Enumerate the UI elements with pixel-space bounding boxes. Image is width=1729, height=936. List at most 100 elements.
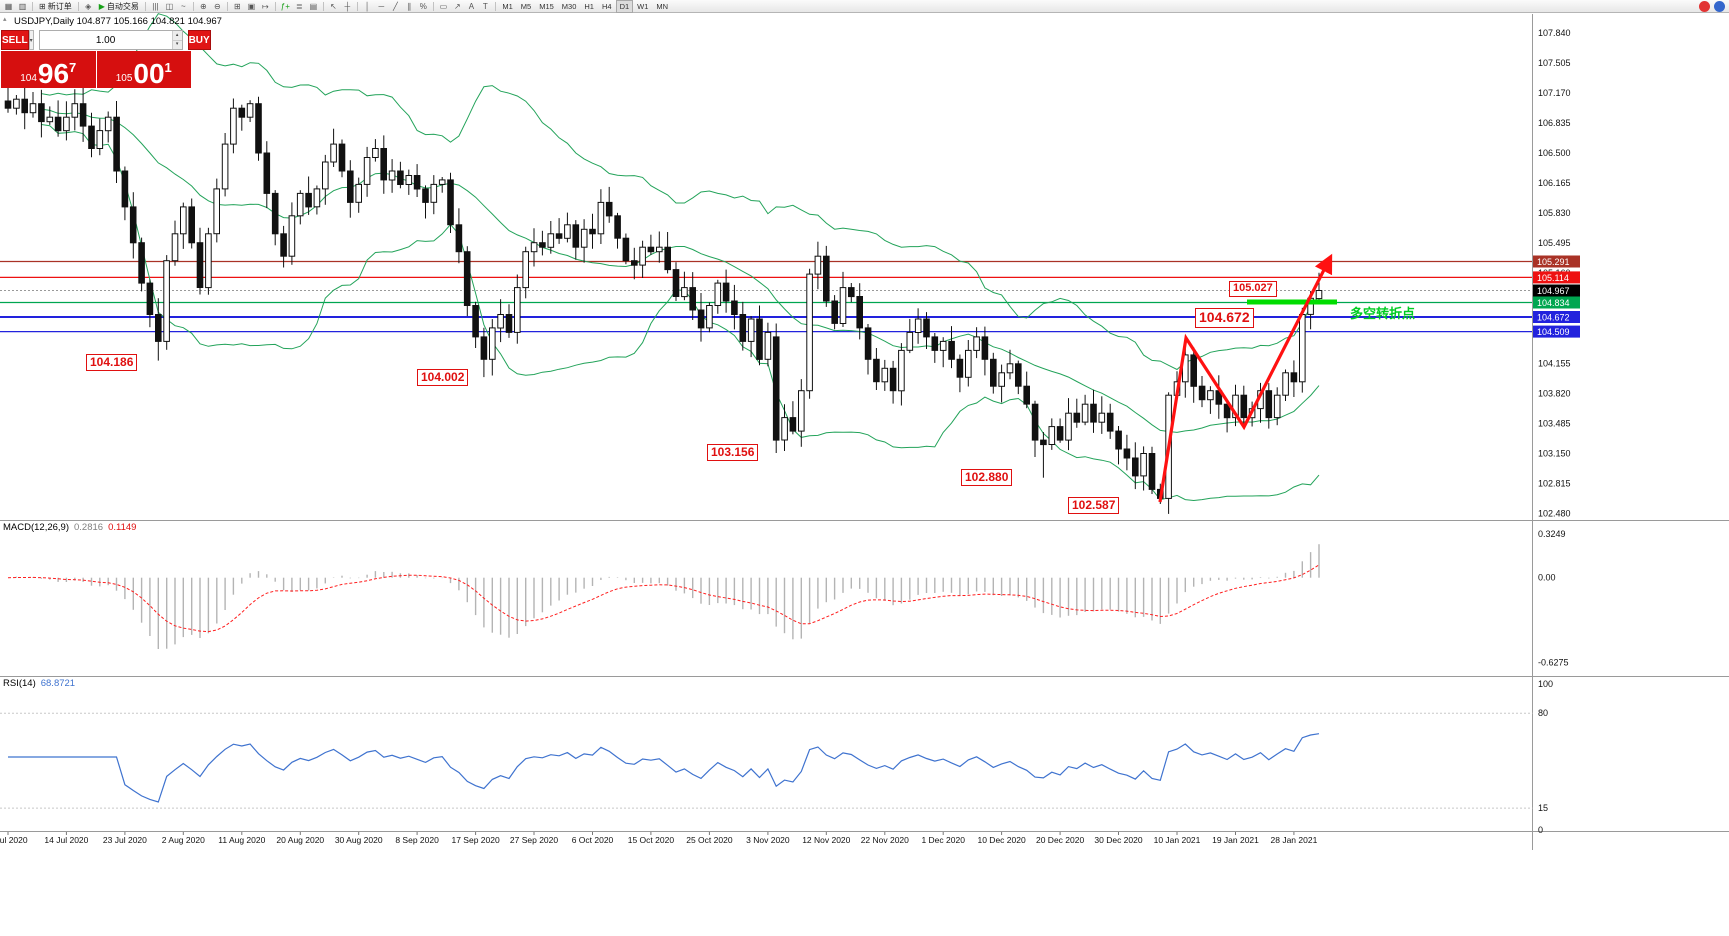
trendline-icon[interactable]: ╱: [389, 1, 402, 12]
svg-text:104.834: 104.834: [1537, 298, 1570, 308]
svg-text:7 Jul 2020: 7 Jul 2020: [0, 835, 28, 845]
price-label-102-880[interactable]: 102.880: [961, 469, 1013, 486]
svg-text:1 Dec 2020: 1 Dec 2020: [921, 835, 965, 845]
svg-text:107.840: 107.840: [1538, 28, 1571, 38]
arrow-tool-icon[interactable]: ↗: [451, 1, 464, 12]
expert-advisors-icon[interactable]: ◈: [82, 1, 95, 12]
zoom-in-icon[interactable]: ⊕: [197, 1, 210, 12]
timeframe-m15-button[interactable]: M15: [539, 1, 554, 11]
volume-down-button[interactable]: ▾: [172, 40, 182, 49]
svg-text:3 Nov 2020: 3 Nov 2020: [746, 835, 790, 845]
timeframe-mn-button[interactable]: MN: [656, 1, 669, 11]
one-click-trading-panel: SELL ▾ ▴ ▾ BUY 104 96 7 105 00 1: [1, 30, 211, 88]
svg-text:30 Dec 2020: 30 Dec 2020: [1094, 835, 1142, 845]
timeframe-h4-button[interactable]: H4: [601, 1, 612, 11]
rsi-label: RSI(14) 68.8721: [3, 678, 75, 689]
periods-icon-glyph: ≣: [296, 1, 303, 11]
sell-price-pip: 7: [69, 60, 77, 75]
shapes-icon[interactable]: ▭: [437, 1, 450, 12]
crosshair-icon[interactable]: ┼: [341, 1, 354, 12]
svg-text:10 Dec 2020: 10 Dec 2020: [977, 835, 1025, 845]
order-options-dropdown[interactable]: ▾: [28, 30, 34, 50]
chart-title: USDJPY,Daily 104.877 105.166 104.821 104…: [14, 16, 222, 27]
volume-input[interactable]: [39, 31, 172, 49]
line-chart-icon-glyph: ~: [181, 1, 186, 11]
auto-trading-button[interactable]: ▶ 自动交易: [96, 1, 142, 12]
candlestick-chart-icon[interactable]: ◫: [163, 1, 176, 12]
vertical-line-icon[interactable]: │: [361, 1, 374, 12]
volume-up-button[interactable]: ▴: [172, 31, 182, 41]
price-label-104-186[interactable]: 104.186: [86, 354, 138, 371]
turning-point-text[interactable]: 多空转折点: [1350, 306, 1416, 321]
timeframe-m5-button[interactable]: M5: [520, 1, 532, 11]
timeframe-w1-button[interactable]: W1: [637, 1, 649, 11]
profiles-icon[interactable]: ▥: [16, 1, 29, 12]
tile-windows-icon[interactable]: ⊞: [231, 1, 244, 12]
toolbar-separator: [274, 1, 276, 11]
bar-chart-icon[interactable]: |||: [149, 1, 162, 12]
text-icon[interactable]: A: [465, 1, 478, 12]
svg-text:8 Sep 2020: 8 Sep 2020: [395, 835, 439, 845]
price-label-103-156[interactable]: 103.156: [707, 444, 759, 461]
templates-icon[interactable]: ▤: [307, 1, 320, 12]
new-order-button[interactable]: ⊞ 新订单: [36, 1, 75, 12]
cursor-icon[interactable]: ↖: [327, 1, 340, 12]
cascade-windows-icon-glyph: ▣: [247, 1, 256, 11]
svg-text:102.480: 102.480: [1538, 509, 1571, 519]
buy-price-prefix: 105: [115, 73, 133, 84]
auto-trading-button-label: 自动交易: [106, 1, 139, 11]
macd-label: MACD(12,26,9) 0.2816 0.1149: [3, 522, 136, 533]
timeframe-m1-button[interactable]: M1: [502, 1, 513, 11]
svg-text:102.815: 102.815: [1538, 479, 1571, 489]
bar-chart-icon-glyph: |||: [152, 1, 159, 11]
price-label-105-027[interactable]: 105.027: [1229, 281, 1277, 297]
toolbar-separator: [432, 1, 434, 11]
price-label-104-002[interactable]: 104.002: [417, 369, 469, 386]
sell-button[interactable]: SELL: [1, 30, 29, 50]
indicators-icon[interactable]: ƒ+: [279, 1, 292, 12]
templates-icon-glyph: ▤: [309, 1, 318, 11]
horizontal-line-icon[interactable]: ─: [375, 1, 388, 12]
svg-text:103.150: 103.150: [1538, 449, 1571, 459]
periods-icon[interactable]: ≣: [293, 1, 306, 12]
line-chart-icon[interactable]: ~: [177, 1, 190, 12]
text-label-icon[interactable]: T: [479, 1, 492, 12]
cascade-windows-icon[interactable]: ▣: [245, 1, 258, 12]
zoom-out-icon[interactable]: ⊖: [211, 1, 224, 12]
svg-text:20 Dec 2020: 20 Dec 2020: [1036, 835, 1084, 845]
one-click-controls: SELL ▾ ▴ ▾ BUY: [1, 30, 211, 50]
svg-text:105.291: 105.291: [1537, 257, 1570, 267]
svg-text:20 Aug 2020: 20 Aug 2020: [276, 835, 324, 845]
svg-text:104.155: 104.155: [1538, 358, 1571, 368]
price-label-102-587[interactable]: 102.587: [1068, 497, 1120, 514]
toolbar-separator: [77, 1, 79, 11]
buy-price-pip: 1: [164, 60, 172, 75]
timeframe-m30-button[interactable]: M30: [561, 1, 577, 11]
price-label-104-672[interactable]: 104.672: [1195, 308, 1254, 328]
buy-quote-button[interactable]: 105 00 1: [96, 51, 191, 88]
channel-icon[interactable]: ∥: [403, 1, 416, 12]
chart-shift-icon[interactable]: ↦: [259, 1, 272, 12]
sell-quote-button[interactable]: 104 96 7: [1, 51, 96, 88]
fibonacci-icon[interactable]: %: [417, 1, 430, 12]
overlay-blue-icon[interactable]: [1714, 1, 1725, 12]
one-click-collapse-toggle[interactable]: ▴: [3, 16, 7, 23]
rsi-axis: 100 80 15 0: [1538, 679, 1553, 835]
svg-text:14 Jul 2020: 14 Jul 2020: [44, 835, 88, 845]
svg-text:106.835: 106.835: [1538, 118, 1571, 128]
text-label-icon-glyph: T: [482, 1, 488, 11]
svg-text:0.00: 0.00: [1538, 573, 1556, 583]
crosshair-icon-glyph: ┼: [344, 1, 351, 11]
svg-text:25 Oct 2020: 25 Oct 2020: [686, 835, 733, 845]
svg-text:103.485: 103.485: [1538, 419, 1571, 429]
timeframe-h1-button[interactable]: H1: [584, 1, 594, 11]
price-axis: 107.840 107.505 107.170 106.835 106.500 106.1…: [1533, 28, 1580, 519]
buy-button[interactable]: BUY: [187, 30, 211, 50]
overlay-red-icon[interactable]: [1699, 1, 1710, 12]
candlesticks: [4, 85, 1323, 514]
new-chart-icon[interactable]: ▦: [2, 1, 15, 12]
trend-arrow[interactable]: [1158, 253, 1333, 503]
svg-text:17 Sep 2020: 17 Sep 2020: [451, 835, 499, 845]
svg-text:2 Aug 2020: 2 Aug 2020: [162, 835, 205, 845]
timeframe-d1-button[interactable]: D1: [616, 0, 633, 13]
